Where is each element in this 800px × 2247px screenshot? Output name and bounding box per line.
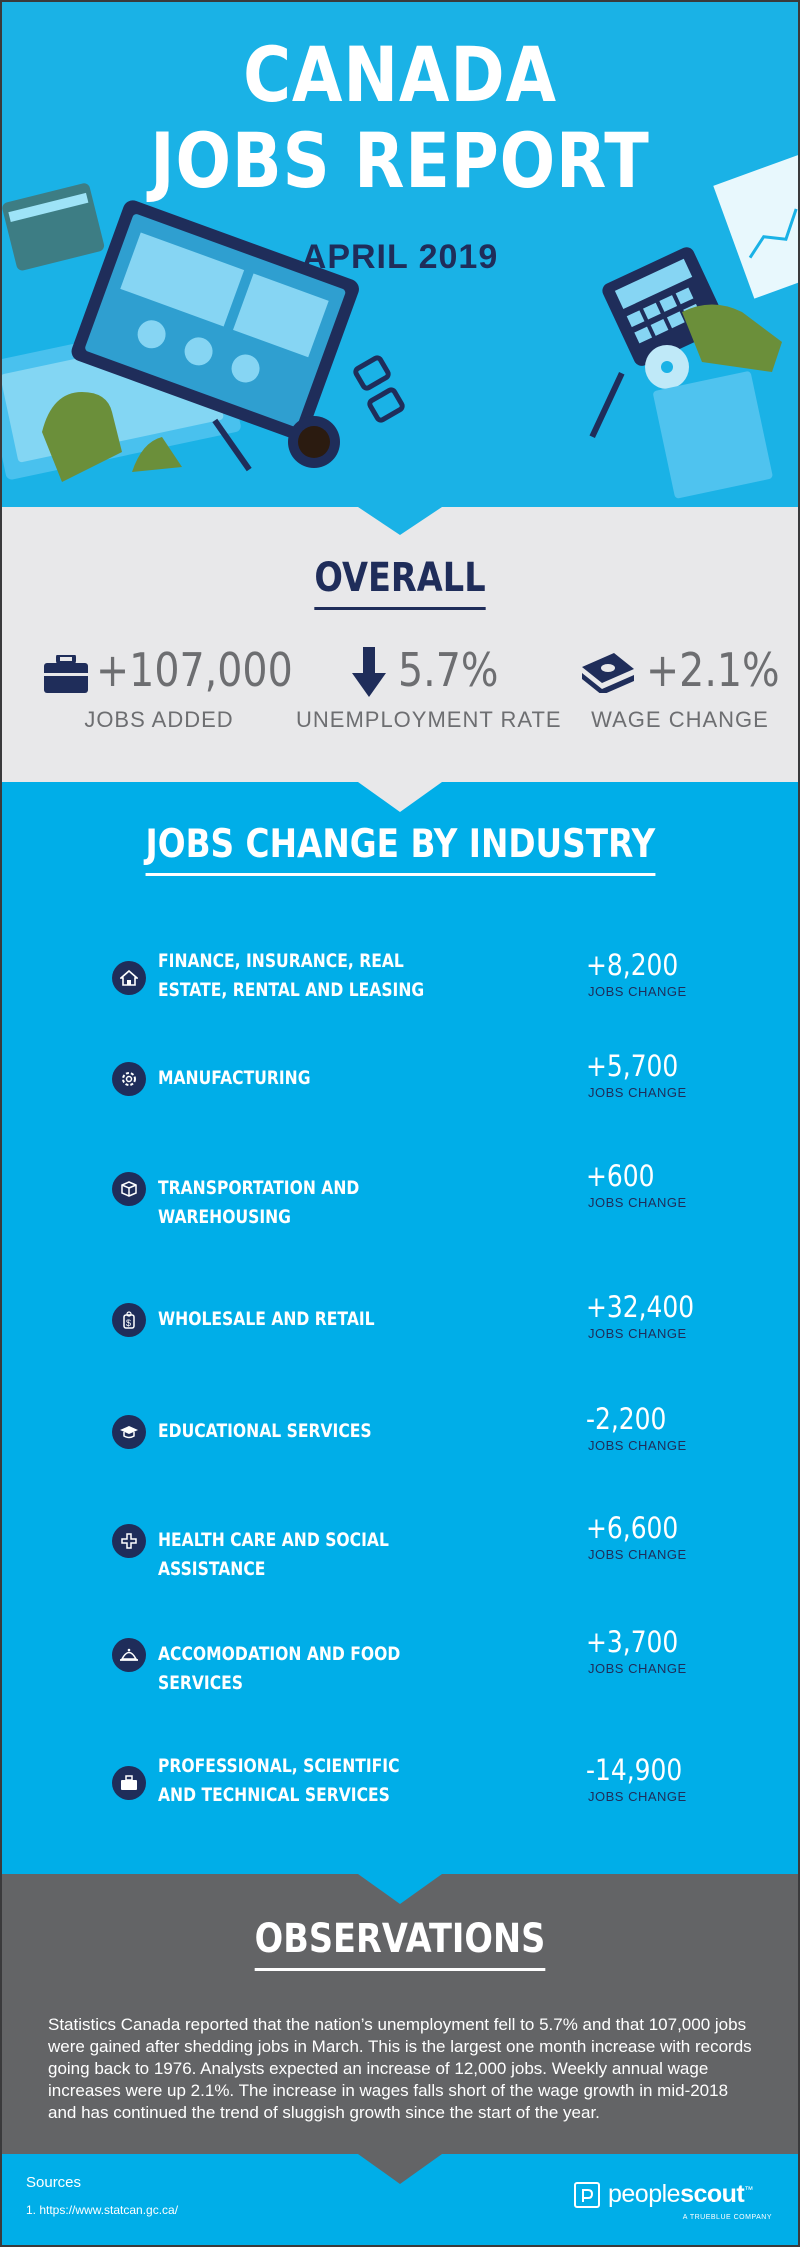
stat-unemployment-value: 5.7%: [398, 643, 499, 697]
industry-row: ACCOMODATION AND FOOD SERVICES +3,700 JO…: [2, 1626, 798, 1696]
serving-cloche-icon: [112, 1638, 146, 1672]
notebook-icon: [2, 183, 105, 271]
report-date: APRIL 2019: [301, 238, 499, 276]
hand-left-icon: [42, 392, 122, 482]
industry-name: FINANCE, INSURANCE, REAL ESTATE, RENTAL …: [158, 950, 425, 1001]
medical-cross-icon: [112, 1524, 146, 1558]
stat-wage-change-label: WAGE CHANGE: [591, 707, 769, 732]
industry-name: TRANSPORTATION AND WAREHOUSING: [158, 1177, 360, 1228]
gear-icon: [112, 1062, 146, 1096]
observations-text: Statistics Canada reported that the nati…: [48, 2015, 752, 2122]
down-arrow-icon: [352, 647, 386, 697]
overall-section: OVERALL +107,000 JOBS ADDED 5.7% UNEMPLO…: [2, 507, 798, 782]
stat-wage-change-value: +2.1%: [646, 643, 780, 697]
house-icon: [112, 961, 146, 995]
sources-title: Sources: [26, 2174, 82, 2191]
industry-row: EDUCATIONAL SERVICES -2,200 JOBS CHANGE: [2, 1403, 798, 1473]
peoplescout-logo: peoplescout™ A TRUEBLUE COMPANY: [574, 2180, 774, 2226]
industry-title-wrap: JOBS CHANGE BY INDUSTRY: [2, 822, 798, 876]
footer: Sources 1. https://www.statcan.gc.ca/ pe…: [2, 2154, 798, 2245]
notch-divider: [358, 782, 442, 812]
brand-name-part1: people: [608, 2180, 681, 2208]
price-tag-icon: $: [112, 1303, 146, 1337]
industry-change-label: JOBS CHANGE: [588, 1661, 687, 1676]
brand-trademark: ™: [744, 2184, 753, 2195]
money-stack-icon: [582, 653, 634, 693]
brand-name-part2: scout: [680, 2180, 745, 2208]
industry-name: PROFESSIONAL, SCIENTIFIC AND TECHNICAL S…: [158, 1755, 400, 1806]
overall-title-wrap: OVERALL: [2, 555, 798, 610]
hand-right-icon: [682, 304, 782, 372]
stat-unemployment-label: UNEMPLOYMENT RATE: [296, 707, 562, 732]
observations-title: OBSERVATIONS: [254, 1916, 546, 1971]
industry-change-label: JOBS CHANGE: [588, 1547, 687, 1562]
industry-change-label: JOBS CHANGE: [588, 1326, 687, 1341]
industry-change-value: +32,400: [586, 1290, 695, 1324]
industry-change-label: JOBS CHANGE: [588, 984, 687, 999]
industry-change-value: -2,200: [586, 1402, 667, 1436]
industry-row: TRANSPORTATION AND WAREHOUSING +600 JOBS…: [2, 1160, 798, 1230]
industry-change-value: +5,700: [586, 1049, 679, 1083]
industry-row: PROFESSIONAL, SCIENTIFIC AND TECHNICAL S…: [2, 1752, 798, 1812]
brand-tagline: A TRUEBLUE COMPANY: [682, 2214, 772, 2221]
notch-divider: [358, 2154, 442, 2184]
notepad-icon: [653, 371, 773, 499]
industry-name: EDUCATIONAL SERVICES: [158, 1420, 372, 1442]
industry-change-label: JOBS CHANGE: [588, 1438, 687, 1453]
notch-divider: [358, 1874, 442, 1904]
briefcase-icon: [44, 655, 88, 693]
stat-jobs-added-value: +107,000: [96, 643, 293, 697]
industry-row: FINANCE, INSURANCE, REAL ESTATE, RENTAL …: [2, 947, 798, 1007]
tablet-icon: [71, 200, 359, 441]
industry-change-label: JOBS CHANGE: [588, 1195, 687, 1210]
glasses-icon: [353, 355, 405, 423]
industry-change-value: +3,700: [586, 1625, 679, 1659]
industry-change-value: +6,600: [586, 1511, 679, 1545]
industry-change-value: +8,200: [586, 948, 679, 982]
brand-name: peoplescout™: [608, 2180, 753, 2209]
industry-change-label: JOBS CHANGE: [588, 1789, 687, 1804]
hero-title-line1: CANADA: [243, 30, 557, 119]
briefcase-icon: [112, 1766, 146, 1800]
hero-title-line2: JOBS REPORT: [150, 116, 650, 205]
overall-title: OVERALL: [314, 555, 486, 610]
industry-change-value: -14,900: [586, 1753, 683, 1787]
source-link[interactable]: 1. https://www.statcan.gc.ca/: [26, 2203, 179, 2217]
industry-name: WHOLESALE AND RETAIL: [158, 1308, 375, 1330]
svg-text:$: $: [126, 1318, 131, 1328]
industry-name: MANUFACTURING: [158, 1067, 311, 1089]
observations-section: OBSERVATIONS Statistics Canada reported …: [2, 1874, 798, 2154]
notch-divider: [358, 507, 442, 535]
observations-title-wrap: OBSERVATIONS: [2, 1916, 798, 1971]
industry-name: HEALTH CARE AND SOCIAL ASSISTANCE: [158, 1529, 389, 1580]
pencil-icon: [212, 418, 252, 472]
logo-mark-icon: [574, 2182, 600, 2208]
industry-change-label: JOBS CHANGE: [588, 1085, 687, 1100]
industry-title: JOBS CHANGE BY INDUSTRY: [145, 822, 655, 876]
paper-icon: [713, 155, 798, 299]
desk-illustration: [2, 155, 798, 499]
box-icon: [112, 1172, 146, 1206]
industry-name: ACCOMODATION AND FOOD SERVICES: [158, 1643, 401, 1694]
industry-row: HEALTH CARE AND SOCIAL ASSISTANCE +6,600…: [2, 1512, 798, 1582]
industry-change-value: +600: [586, 1159, 655, 1193]
hero-banner: CANADA JOBS REPORT APRIL 2019: [2, 2, 798, 507]
industry-row: MANUFACTURING +5,700 JOBS CHANGE: [2, 1050, 798, 1120]
industry-row: $ WHOLESALE AND RETAIL +32,400 JOBS CHAN…: [2, 1291, 798, 1361]
graduation-cap-icon: [112, 1415, 146, 1449]
stat-jobs-added-label: JOBS ADDED: [84, 707, 234, 732]
industry-section: JOBS CHANGE BY INDUSTRY FINANCE, INSURAN…: [2, 782, 798, 1874]
pen-icon: [589, 372, 625, 438]
